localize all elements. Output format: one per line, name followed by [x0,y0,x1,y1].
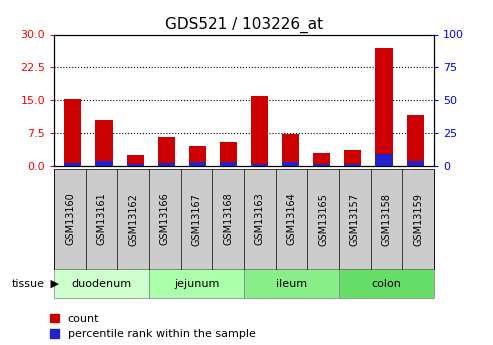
Text: ileum: ileum [276,279,307,289]
Legend: count, percentile rank within the sample: count, percentile rank within the sample [50,314,255,339]
Text: GSM13158: GSM13158 [382,193,391,246]
Bar [313,154,330,166]
Text: GSM13163: GSM13163 [255,193,265,245]
Text: tissue: tissue [11,279,44,289]
Bar [158,164,175,166]
Title: GDS521 / 103226_at: GDS521 / 103226_at [165,17,323,33]
Bar [313,164,330,166]
Bar [127,155,143,166]
Text: jejunum: jejunum [174,279,219,289]
Bar [345,164,361,166]
Bar [65,99,81,166]
Text: GSM13160: GSM13160 [65,193,75,245]
Text: colon: colon [371,279,401,289]
Text: GSM13166: GSM13166 [160,193,170,245]
Bar [282,134,299,166]
Bar [282,162,299,166]
Text: GSM13159: GSM13159 [413,193,423,246]
Text: GSM13157: GSM13157 [350,193,360,246]
Bar [251,164,268,166]
Bar [220,141,237,166]
Bar [158,137,175,166]
Text: GSM13168: GSM13168 [223,193,233,245]
Text: ▶: ▶ [47,279,59,289]
Bar [345,150,361,166]
Text: GSM13167: GSM13167 [192,193,202,246]
Bar [251,96,268,166]
Bar [220,162,237,166]
Bar [189,146,206,166]
Bar [65,163,81,166]
Bar [96,161,112,166]
Text: GSM13162: GSM13162 [128,193,139,246]
Text: GSM13161: GSM13161 [97,193,106,245]
Bar [376,155,392,166]
Bar [407,115,423,166]
Text: duodenum: duodenum [71,279,132,289]
Bar [127,164,143,166]
Bar [376,48,392,166]
Bar [407,161,423,166]
Text: GSM13164: GSM13164 [286,193,296,245]
Bar [96,120,112,166]
Text: GSM13165: GSM13165 [318,193,328,246]
Bar [189,162,206,166]
